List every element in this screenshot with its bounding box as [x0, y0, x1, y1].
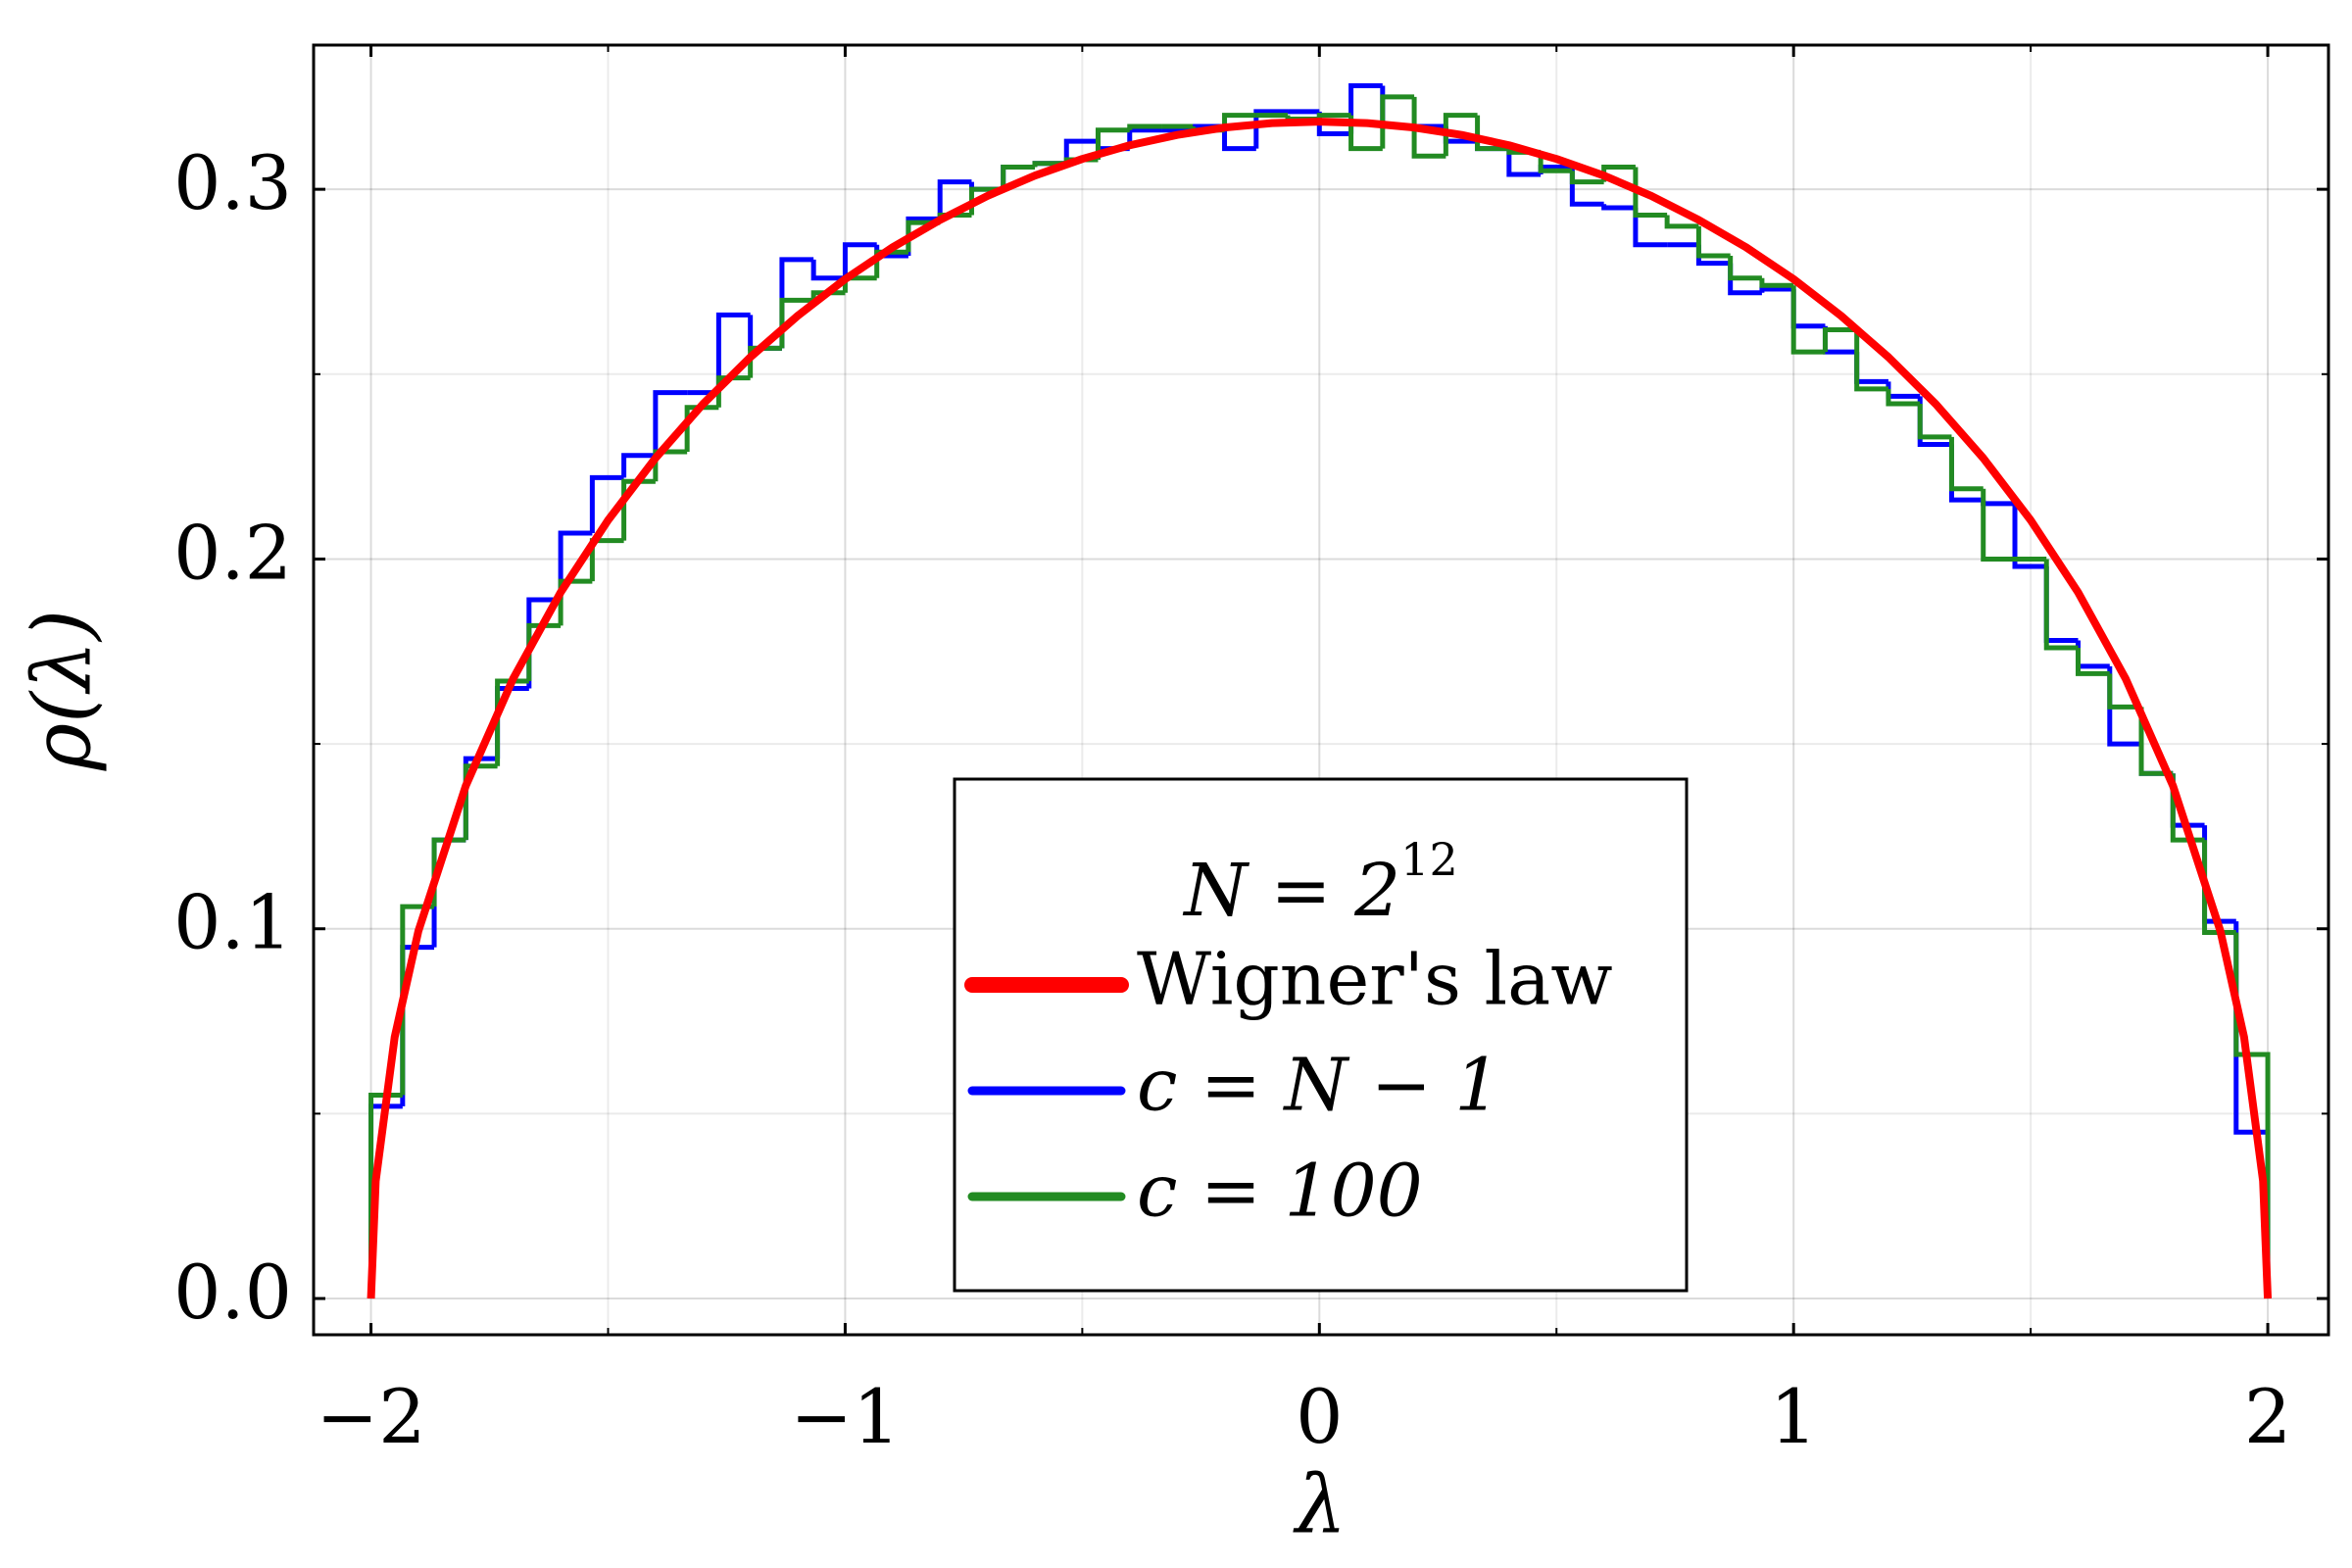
histogram-step — [1633, 167, 1668, 219]
legend-title: N = 212 — [1182, 833, 1457, 933]
histogram-step — [2012, 503, 2047, 569]
x-tick-label: 1 — [1770, 1373, 1817, 1460]
histogram-step — [1253, 109, 1289, 149]
histogram-step — [2138, 707, 2174, 776]
y-tick-label: 0.2 — [173, 509, 292, 596]
histogram-step — [1917, 403, 1952, 440]
y-tick-label: 0.1 — [173, 879, 292, 966]
histogram-step — [1443, 113, 1478, 157]
histogram-step — [621, 453, 656, 478]
histogram-step — [653, 390, 688, 456]
histogram-step — [1854, 329, 1888, 392]
histogram-step — [715, 312, 751, 393]
histogram-step — [2043, 559, 2079, 651]
histogram-step — [1127, 123, 1162, 130]
marks — [367, 83, 2273, 1299]
histogram-step — [1222, 126, 1256, 152]
histogram-step — [1063, 138, 1099, 164]
y-axis-label: ρ(λ) — [17, 610, 110, 771]
histogram-step — [1380, 85, 1415, 129]
legend-box — [953, 777, 1689, 1293]
histogram-step — [495, 678, 529, 766]
histogram-step — [1981, 488, 2016, 562]
legend: N = 212 Wigner's law c = N − 1 c = 100 — [953, 777, 1689, 1293]
histogram-step — [558, 530, 593, 600]
x-tick-label: 0 — [1296, 1373, 1343, 1460]
histogram-step — [1380, 94, 1415, 149]
histogram-step — [589, 474, 624, 534]
histogram-step — [526, 622, 562, 681]
x-axis-label: λ — [1293, 1459, 1347, 1552]
histogram-step — [842, 242, 877, 278]
histogram-step — [2043, 565, 2079, 643]
histogram-step — [1475, 115, 1509, 152]
histogram-step — [558, 578, 593, 626]
y-tick-label: 0.3 — [173, 139, 292, 226]
histogram-step — [2076, 647, 2110, 676]
histogram-step — [715, 375, 751, 408]
histogram-step — [1822, 327, 1857, 353]
histogram-step — [1790, 285, 1826, 355]
histogram-step — [810, 259, 846, 281]
y-tick-label: 0.0 — [173, 1249, 292, 1336]
legend-title-base: N = 2 — [1182, 849, 1400, 933]
histogram-step — [1601, 204, 1636, 211]
plot-frame — [312, 43, 2330, 1337]
histogram-step — [2107, 673, 2142, 710]
legend-title-exponent: 12 — [1400, 833, 1458, 886]
histogram-step — [1095, 127, 1130, 160]
histogram-step — [748, 345, 782, 378]
histogram-step — [1695, 225, 1731, 259]
histogram-step — [1664, 215, 1699, 229]
histogram-step — [1948, 436, 1984, 492]
histogram-step — [1728, 256, 1762, 281]
histogram-step — [1001, 165, 1035, 190]
histogram-step — [653, 449, 688, 482]
histogram-step — [874, 249, 908, 278]
ticks: −2 −1 0 1 20.00.10.20.3 — [173, 45, 2328, 1460]
histogram-step — [463, 763, 498, 841]
histogram-step — [1506, 148, 1542, 177]
histogram-step — [1411, 96, 1446, 159]
x-tick-label: −1 — [790, 1373, 900, 1460]
histogram-step — [1569, 171, 1604, 185]
histogram-step — [1886, 388, 1921, 407]
x-tick-label: 2 — [2244, 1373, 2291, 1460]
histogram-step — [1633, 208, 1668, 248]
histogram-step — [810, 290, 846, 301]
histogram-step — [1759, 277, 1794, 288]
histogram-step — [684, 405, 719, 453]
histogram-step — [1032, 161, 1067, 168]
histogram-step — [1981, 500, 2016, 507]
legend-label: Wigner's law — [1137, 937, 1613, 1021]
legend-label: c = N − 1 — [1137, 1043, 1500, 1127]
wigner-curve — [367, 118, 2273, 1299]
histogram-step — [937, 179, 972, 220]
histogram-step — [1759, 286, 1794, 293]
histogram-step — [621, 478, 656, 541]
legend-label: c = 100 — [1137, 1149, 1423, 1233]
x-tick-label: −2 — [317, 1373, 426, 1460]
